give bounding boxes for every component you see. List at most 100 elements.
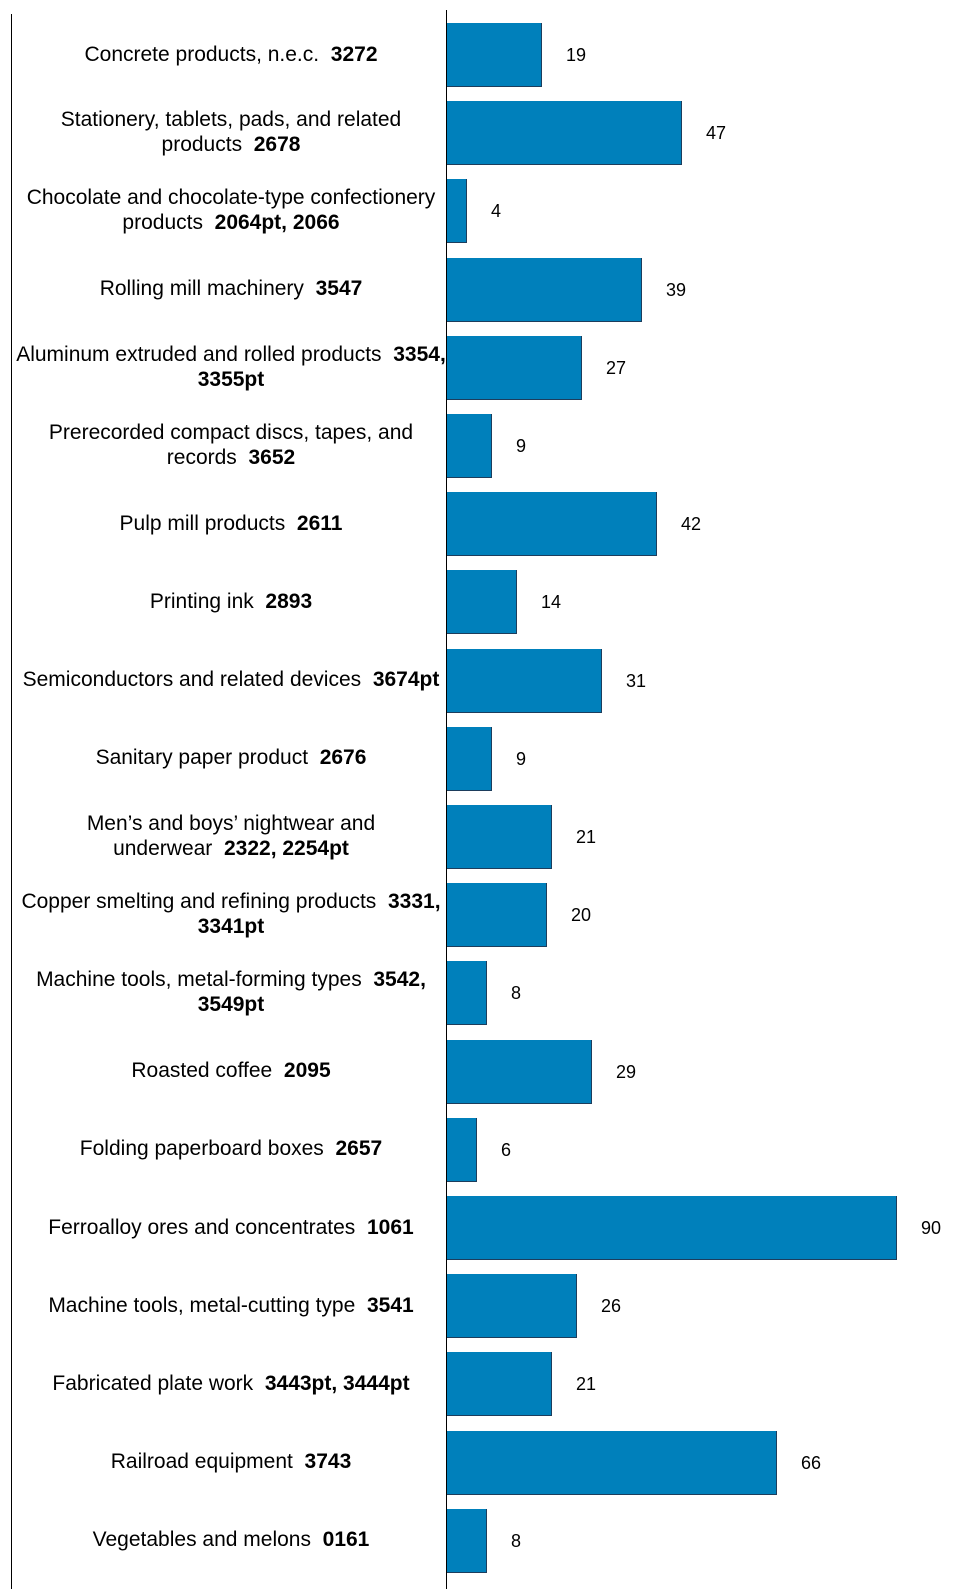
- sic-code: 2322, 2254pt: [223, 837, 349, 860]
- bar: [447, 726, 492, 791]
- category-label: Vegetables and melons 0161: [16, 1527, 446, 1552]
- bar: [447, 648, 602, 713]
- category-name: Stationery, tablets, pads, and related p…: [60, 108, 402, 157]
- bar: [447, 805, 552, 869]
- category-label: Sanitary paper product 2676: [16, 745, 446, 770]
- category-name: Sanitary paper product: [95, 746, 309, 770]
- data-label: 27: [606, 357, 627, 378]
- category-label: Ferroalloy ores and concentrates 1061: [16, 1215, 446, 1240]
- category-label: Chocolate and chocolate-type confectione…: [16, 185, 446, 235]
- bar: [447, 1352, 552, 1417]
- sic-code: 3652: [248, 446, 296, 469]
- bar: [447, 1274, 577, 1339]
- data-label: 19: [566, 45, 587, 65]
- category-name: Fabricated plate work: [52, 1371, 254, 1395]
- category-label: Pulp mill products 2611: [16, 511, 446, 536]
- bar: [447, 414, 492, 478]
- category-name: Vegetables and melons: [92, 1528, 311, 1552]
- category-label: Rolling mill machinery 3547: [16, 276, 446, 301]
- category-label: Roasted coffee 2095: [16, 1058, 446, 1083]
- data-label: 14: [541, 592, 562, 613]
- bar: [447, 1196, 897, 1260]
- category-label: Fabricated plate work 3443pt, 3444pt: [16, 1371, 446, 1396]
- data-label: 29: [616, 1061, 637, 1082]
- data-label: 8: [511, 983, 522, 1004]
- category-name: Folding paperboard boxes: [79, 1137, 324, 1161]
- category-name: Printing ink: [149, 589, 254, 613]
- sic-code: 2676: [319, 746, 367, 770]
- category-label: Machine tools, metal-forming types 3542,…: [16, 967, 446, 1017]
- category-name: Machine tools, metal-forming types: [36, 968, 362, 992]
- data-label: 6: [501, 1139, 512, 1160]
- category-label: Prerecorded compact discs, tapes, and re…: [16, 420, 446, 470]
- bar: [447, 179, 467, 244]
- data-label: 66: [801, 1452, 822, 1473]
- category-label: Men’s and boys’ nightwear and underwear …: [16, 811, 446, 861]
- category-name: Semiconductors and related devices: [22, 668, 362, 692]
- bar: [447, 883, 547, 948]
- sic-code: 2657: [335, 1137, 383, 1161]
- sic-code: 3547: [315, 277, 363, 301]
- category-label: Printing ink 2893: [16, 589, 446, 614]
- category-name: Copper smelting and refining products: [21, 890, 377, 914]
- data-label: 8: [511, 1530, 522, 1551]
- category-name: Roasted coffee: [131, 1059, 273, 1083]
- data-label: 26: [601, 1296, 622, 1317]
- data-label: 20: [571, 905, 592, 926]
- category-name: Concrete products, n.e.c.: [84, 42, 320, 66]
- category-name: Aluminum extruded and rolled products: [16, 342, 382, 366]
- data-label: 9: [516, 436, 527, 456]
- sic-code: 2611: [296, 511, 343, 535]
- bar: [447, 257, 642, 322]
- data-label: 39: [666, 279, 687, 300]
- data-label: 90: [921, 1218, 942, 1238]
- bar: [447, 492, 657, 557]
- category-name: Chocolate and chocolate-type confectione…: [26, 186, 436, 235]
- sic-code: 3541: [366, 1293, 414, 1317]
- category-name: Pulp mill products: [119, 511, 286, 535]
- bar: [447, 570, 517, 635]
- data-label: 21: [576, 827, 597, 847]
- bar: [447, 961, 487, 1026]
- sic-code: 2095: [283, 1059, 331, 1083]
- category-label: Concrete products, n.e.c. 3272: [16, 42, 446, 67]
- category-label: Railroad equipment 3743: [16, 1449, 446, 1474]
- category-axis-line: [446, 10, 447, 1589]
- bar: [447, 335, 582, 400]
- bar: [447, 1430, 777, 1495]
- category-name: Machine tools, metal-cutting type: [48, 1293, 356, 1317]
- category-name: Rolling mill machinery: [99, 277, 304, 301]
- sic-code: 2678: [253, 133, 301, 157]
- sic-code: 0161: [322, 1528, 370, 1552]
- sic-code: 2893: [265, 589, 313, 613]
- data-label: 42: [681, 514, 702, 535]
- bar: [447, 1508, 487, 1573]
- category-name: Ferroalloy ores and concentrates: [48, 1215, 356, 1239]
- category-name: Prerecorded compact discs, tapes, and re…: [48, 421, 414, 469]
- category-label: Semiconductors and related devices 3674p…: [16, 667, 446, 692]
- bar: [447, 101, 682, 166]
- category-label: Copper smelting and refining products 33…: [16, 889, 446, 939]
- sic-code: 2064pt, 2066: [214, 211, 340, 235]
- category-label: Aluminum extruded and rolled products 33…: [16, 342, 446, 392]
- sic-code: 3542, 3549pt: [197, 968, 426, 1017]
- bar: [447, 1117, 477, 1182]
- left-border-line: [11, 14, 12, 1589]
- sic-code: 1061: [366, 1215, 414, 1239]
- category-label: Machine tools, metal-cutting type 3541: [16, 1293, 446, 1318]
- data-label: 9: [516, 748, 527, 769]
- sic-code: 3674pt: [372, 668, 440, 692]
- category-name: Men’s and boys’ nightwear and underwear: [86, 812, 376, 860]
- bar: [447, 1039, 592, 1104]
- bar: [447, 23, 542, 87]
- data-label: 47: [706, 123, 727, 144]
- data-label: 4: [491, 201, 502, 222]
- category-name: Railroad equipment: [110, 1450, 293, 1474]
- sic-code: 3443pt, 3444pt: [264, 1371, 410, 1395]
- sic-code: 3272: [330, 42, 378, 66]
- sic-code: 3331, 3341pt: [197, 890, 441, 939]
- sic-code: 3743: [304, 1450, 352, 1474]
- category-label: Stationery, tablets, pads, and related p…: [16, 107, 446, 157]
- data-label: 21: [576, 1374, 597, 1395]
